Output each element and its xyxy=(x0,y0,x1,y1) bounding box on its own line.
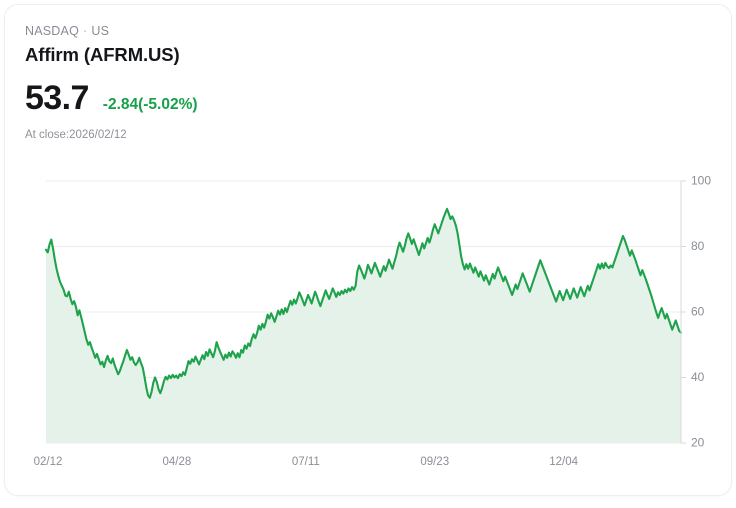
y-axis: 20 40 60 80 100 xyxy=(680,174,711,450)
x-axis-label: 12/04 xyxy=(549,456,578,468)
y-axis-label: 60 xyxy=(691,305,705,319)
x-axis-label: 04/28 xyxy=(163,456,192,468)
exchange-region-row: NASDAQ · US xyxy=(25,23,525,39)
y-axis-label: 20 xyxy=(691,436,705,450)
price-chart[interactable]: 20 40 60 80 100 02/12 04/28 07/11 09/23 12/04 xyxy=(5,165,733,475)
price-area-fill xyxy=(46,208,681,443)
x-axis: 02/12 04/28 07/11 09/23 12/04 xyxy=(34,456,579,468)
y-axis-label: 40 xyxy=(691,370,705,384)
exchange-label: NASDAQ xyxy=(25,24,79,38)
x-axis-label: 02/12 xyxy=(34,456,63,468)
region-label: US xyxy=(91,24,110,38)
x-axis-label: 07/11 xyxy=(292,456,320,468)
price-change: -2.84(-5.02%) xyxy=(102,96,198,113)
y-axis-label: 100 xyxy=(691,174,711,188)
current-price: 53.7 xyxy=(25,79,89,117)
y-axis-label: 80 xyxy=(691,239,705,253)
x-axis-label: 09/23 xyxy=(420,456,449,468)
price-chart-svg[interactable]: 20 40 60 80 100 02/12 04/28 07/11 09/23 12/04 xyxy=(5,165,733,475)
stock-quote-card: NASDAQ · US Affirm (AFRM.US) 53.7 -2.84(-5… xyxy=(4,4,732,496)
price-line xyxy=(44,207,683,399)
page-title: Affirm (AFRM.US) xyxy=(25,44,180,65)
quote-row: 53.7 -2.84(-5.02%) xyxy=(25,79,525,117)
market-status-note: At close:2026/02/12 xyxy=(25,129,127,141)
separator-dot: · xyxy=(83,24,88,38)
quote-header: NASDAQ · US Affirm (AFRM.US) 53.7 -2.84(-5… xyxy=(25,23,525,143)
